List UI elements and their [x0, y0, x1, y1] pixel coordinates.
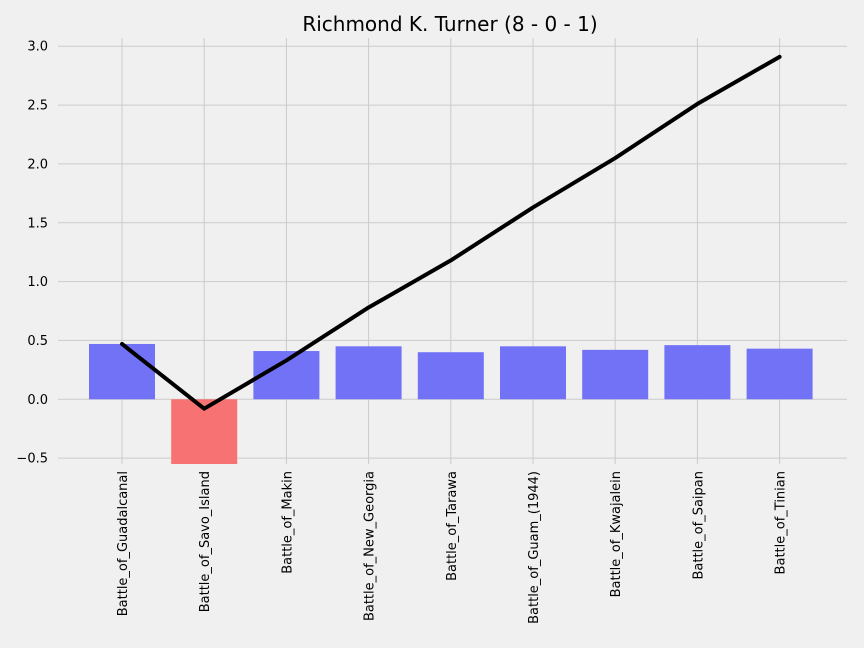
y-tick-label: 0.5: [27, 334, 48, 349]
y-tick-label: 2.5: [27, 99, 48, 114]
bar: [746, 348, 813, 400]
y-tick-label: −0.5: [16, 452, 48, 467]
bar: [335, 346, 402, 400]
y-tick-label: 2.0: [27, 157, 48, 172]
bar: [89, 343, 155, 400]
x-tick-label: Battle_of_Kwajalein: [609, 471, 624, 597]
y-tick-label: 1.5: [27, 216, 48, 231]
x-tick-label: Battle_of_New_Georgia: [363, 471, 378, 621]
bar: [582, 349, 649, 400]
x-tick-labels: Battle_of_Guadalcanal Battle_of_Savo_Isla…: [116, 471, 789, 624]
bar: [664, 345, 731, 400]
y-tick-label: 1.0: [27, 275, 48, 290]
bar-layer: [89, 343, 813, 464]
x-tick-label: Battle_of_Guam_(1944): [527, 471, 542, 624]
x-tick-label: Battle_of_Guadalcanal: [116, 471, 131, 616]
cumulative-line: [120, 54, 782, 411]
bar: [417, 352, 484, 400]
x-tick-label: Battle_of_Savo_Island: [198, 471, 213, 612]
x-tick-label: Battle_of_Tinian: [774, 471, 789, 574]
line-layer: [120, 54, 782, 411]
x-tick-label: Battle_of_Tarawa: [445, 471, 460, 581]
y-tick-labels: −0.5 0.0 0.5 1.0 1.5 2.0 2.5 3.0: [16, 40, 48, 467]
chart-title: Richmond K. Turner (8 - 0 - 1): [302, 12, 597, 36]
bar: [500, 346, 566, 400]
x-tick-label: Battle_of_Makin: [280, 471, 295, 574]
x-tick-label: Battle_of_Saipan: [691, 471, 706, 580]
y-tick-label: 3.0: [27, 40, 48, 55]
y-tick-label: 0.0: [27, 393, 48, 408]
